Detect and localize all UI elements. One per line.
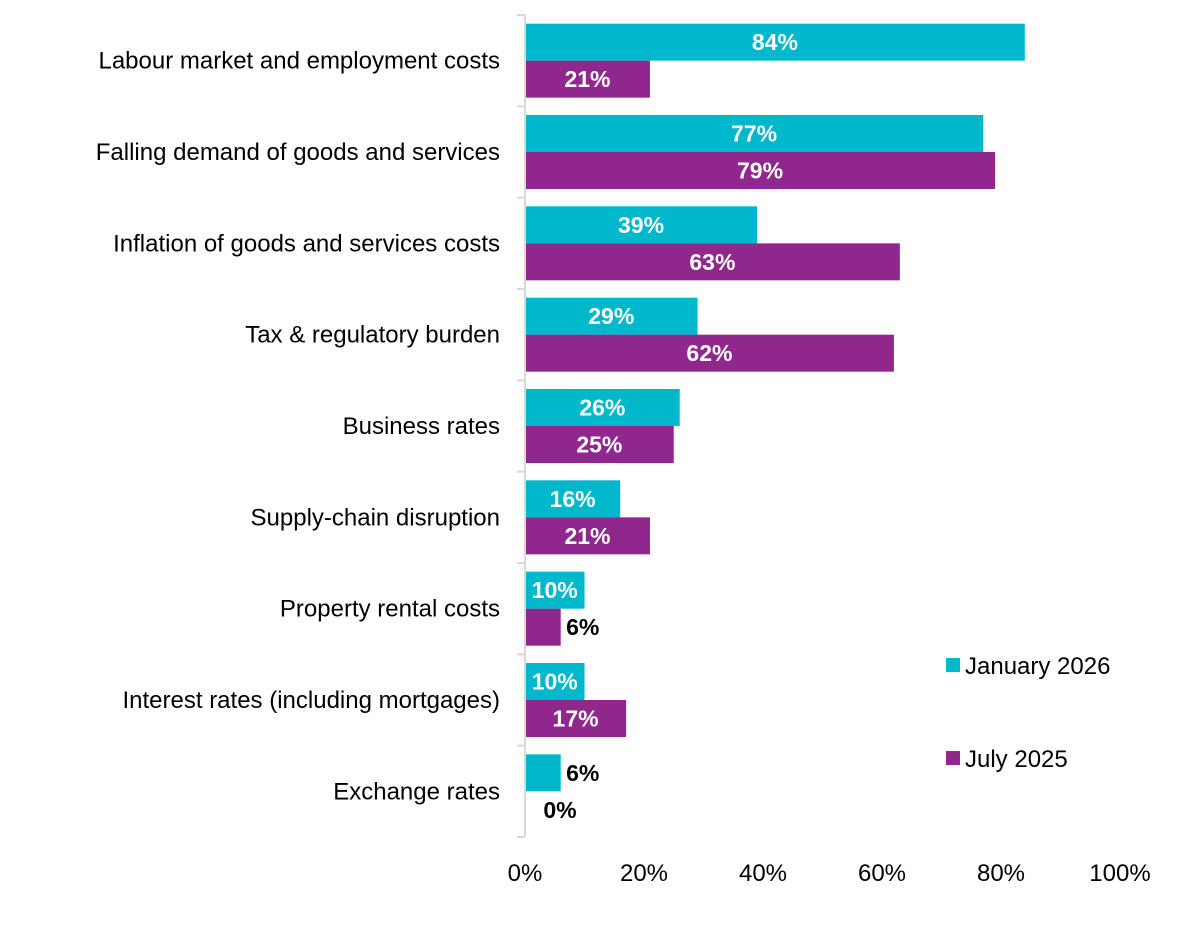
bar-july-2025 (526, 700, 627, 737)
bar-january-2026 (526, 480, 621, 518)
bar-january-2026 (526, 571, 585, 609)
data-label: 21% (564, 66, 610, 92)
bar-january-2026 (526, 754, 561, 792)
data-label: 84% (752, 29, 798, 55)
bar-january-2026 (526, 389, 680, 426)
data-label: 63% (689, 249, 735, 275)
category-label: Property rental costs (280, 596, 500, 623)
bars (526, 23, 1025, 792)
category-label: Business rates (343, 413, 500, 440)
legend-label: January 2026 (965, 653, 1110, 680)
data-label: 16% (550, 486, 596, 512)
y-axis (517, 14, 526, 838)
bar-january-2026 (526, 115, 984, 152)
data-label: 79% (737, 158, 783, 184)
data-label: 62% (686, 340, 732, 366)
bar-january-2026 (526, 297, 698, 335)
x-tick-label: 40% (739, 860, 787, 887)
bar-july-2025 (526, 608, 561, 646)
bar-july-2025 (526, 243, 900, 281)
x-tick-label: 80% (977, 860, 1025, 887)
category-label: Falling demand of goods and services (96, 139, 500, 166)
x-tick-label: 0% (508, 860, 543, 887)
data-label: 10% (532, 669, 578, 695)
category-labels: Labour market and employment costs Fallin… (96, 48, 500, 806)
category-label: Tax & regulatory burden (245, 322, 500, 349)
legend-label: July 2025 (965, 746, 1068, 773)
bar-january-2026 (526, 23, 1025, 61)
category-label: Supply-chain disruption (251, 504, 500, 531)
category-label: Labour market and employment costs (98, 48, 500, 75)
data-label: 0% (543, 797, 576, 823)
data-label: 26% (579, 395, 625, 421)
data-label: 10% (532, 577, 578, 603)
bar-july-2025 (526, 517, 650, 555)
x-tick-label: 60% (858, 860, 906, 887)
data-labels: 84% 21% 77% 79% 39% 63% 29% 62% 26% 25% 16% 21% 10% 6… (532, 29, 798, 823)
data-label: 39% (618, 212, 664, 238)
bar-january-2026 (526, 663, 585, 700)
category-label: Exchange rates (333, 778, 500, 805)
legend: January 2026 July 2025 (946, 653, 1110, 773)
bar-july-2025 (526, 60, 650, 98)
data-label: 29% (588, 303, 634, 329)
bar-january-2026 (526, 206, 758, 244)
data-label: 21% (564, 523, 610, 549)
category-label: Inflation of goods and services costs (113, 230, 500, 257)
data-label: 6% (566, 614, 599, 640)
legend-swatch (946, 751, 960, 765)
x-tick-label: 100% (1089, 860, 1150, 887)
x-axis-ticks: 0% 20% 40% 60% 80% 100% (508, 860, 1151, 887)
legend-swatch (946, 658, 960, 672)
x-tick-label: 20% (620, 860, 668, 887)
category-label: Interest rates (including mortgages) (122, 687, 500, 714)
bar-july-2025 (526, 334, 894, 372)
data-label: 25% (576, 432, 622, 458)
bar-july-2025 (526, 426, 674, 463)
bar-july-2025 (526, 152, 996, 189)
data-label: 77% (731, 121, 777, 147)
data-label: 6% (566, 760, 599, 786)
data-label: 17% (553, 706, 599, 732)
